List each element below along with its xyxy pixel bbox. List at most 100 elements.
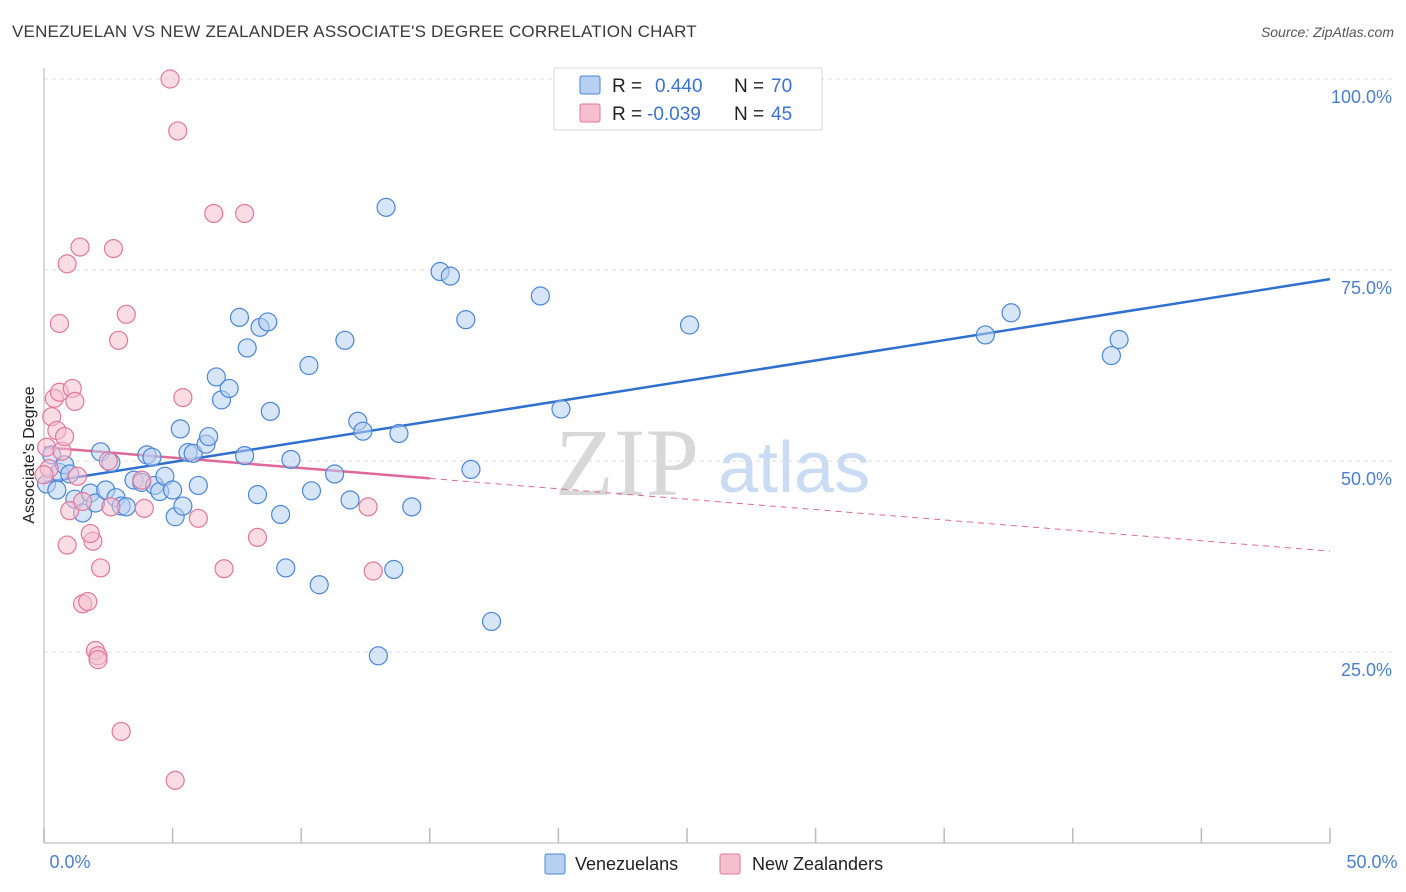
- venezuelans-point-52: [353, 421, 373, 441]
- new-zealanders-point-38: [235, 203, 255, 224]
- legend-r-label-1: R =: [612, 76, 642, 97]
- venezuelans-point-60: [456, 310, 476, 330]
- venezuelans-point-40: [258, 312, 278, 332]
- y-axis-title: Associate's Degree: [21, 386, 38, 523]
- new-zealanders-point-24: [101, 497, 121, 517]
- venezuelans-point-54: [376, 197, 396, 217]
- new-zealanders-point-44: [49, 313, 70, 334]
- new-zealanders-point-39: [247, 527, 268, 548]
- stats-legend: R = 0.440 N = 70 R = -0.039 N = 45: [553, 67, 823, 131]
- new-zealanders-point-35: [188, 508, 208, 528]
- x-tick-label-max: 50.0%: [1346, 852, 1397, 872]
- venezuelans-point-57: [402, 497, 422, 517]
- venezuelans-point-49: [335, 330, 355, 350]
- bottom-legend-swatch-new-zealanders: [719, 853, 741, 875]
- y-tick-label-75: 75.0%: [1341, 278, 1392, 298]
- bottom-legend-new-zealanders: New Zealanders: [752, 854, 883, 874]
- chart-title: VENEZUELAN VS NEW ZEALANDER ASSOCIATE'S …: [12, 22, 697, 41]
- new-zealanders-point-41: [363, 561, 383, 581]
- venezuelans-point-35: [229, 307, 250, 327]
- legend-n-value-1: 70: [771, 76, 792, 97]
- venezuelans-point-19: [142, 447, 162, 467]
- watermark-zip: ZIP: [555, 409, 699, 516]
- venezuelans-point-62: [481, 611, 502, 632]
- venezuelans-point-44: [281, 449, 301, 470]
- new-zealanders-point-42: [34, 465, 54, 485]
- legend-n-label-1: N =: [734, 76, 764, 97]
- venezuelans-point-66: [975, 325, 995, 345]
- series-legend: Venezuelans New Zealanders: [544, 853, 883, 875]
- new-zealanders-point-22: [90, 558, 111, 578]
- venezuelans-point-29: [188, 475, 208, 496]
- venezuelans-point-50: [340, 490, 360, 510]
- new-zealanders-point-32: [165, 770, 185, 790]
- new-zealanders-point-40: [358, 497, 378, 517]
- venezuelans-point-59: [440, 266, 460, 286]
- new-zealanders-point-31: [160, 69, 180, 89]
- new-zealanders-point-25: [103, 239, 124, 259]
- venezuelans-point-23: [163, 480, 183, 500]
- venezuelans-point-69: [1109, 329, 1129, 350]
- new-zealanders-point-7: [54, 426, 75, 447]
- venezuelans-point-2: [47, 480, 67, 500]
- y-tick-label-50: 50.0%: [1341, 469, 1392, 489]
- x-tick-label-min: 0.0%: [49, 852, 90, 872]
- new-zealanders-point-17: [78, 591, 98, 612]
- new-zealanders-point-9: [57, 254, 77, 274]
- venezuelans-point-55: [384, 559, 404, 580]
- new-zealanders-point-34: [173, 387, 193, 408]
- venezuelans-point-32: [206, 367, 226, 387]
- venezuelans-point-43: [276, 558, 296, 578]
- legend-r-value-1: 0.440: [655, 76, 703, 97]
- venezuelans-point-63: [530, 286, 550, 306]
- venezuelans-point-34: [219, 378, 239, 399]
- new-zealanders-point-43: [80, 523, 100, 544]
- trend-line-new-zealanders-dashed: [429, 477, 1331, 552]
- new-zealanders-point-33: [168, 121, 188, 141]
- legend-swatch-venezuelans: [579, 75, 601, 95]
- legend-n-label-2: N =: [734, 104, 764, 125]
- venezuelans-point-36: [235, 446, 255, 466]
- venezuelans-point-64: [551, 399, 571, 419]
- legend-n-value-2: 45: [771, 104, 792, 125]
- x-ticks: [43, 828, 1331, 843]
- new-zealanders-point-13: [67, 466, 88, 486]
- new-zealanders-point-15: [72, 491, 93, 512]
- venezuelans-point-26: [173, 496, 193, 516]
- trend-line-venezuelans: [43, 277, 1331, 484]
- venezuelans-point-68: [1101, 345, 1121, 366]
- venezuelans-point-31: [199, 426, 219, 447]
- new-zealanders-point-21: [88, 650, 108, 670]
- new-zealanders-point-28: [116, 304, 136, 324]
- venezuelans-point-65: [679, 315, 700, 335]
- new-zealanders-point-14: [70, 237, 90, 257]
- bottom-legend-swatch-venezuelans: [544, 853, 566, 875]
- venezuelans-point-45: [299, 355, 319, 376]
- new-zealanders-point-26: [108, 330, 129, 350]
- source-label: Source: ZipAtlas.com: [1260, 24, 1394, 40]
- venezuelans-point-53: [368, 646, 388, 666]
- new-zealanders-point-27: [111, 721, 131, 742]
- venezuelans-point-47: [309, 575, 329, 595]
- y-tick-label-100: 100.0%: [1331, 87, 1392, 107]
- gridlines: [44, 78, 1392, 653]
- new-zealanders-point-36: [204, 203, 224, 224]
- bottom-legend-venezuelans: Venezuelans: [575, 854, 678, 874]
- venezuelans-point-41: [260, 401, 280, 421]
- venezuelans-point-42: [271, 504, 291, 525]
- new-zealanders-point-37: [214, 559, 234, 579]
- y-tick-labels: 25.0% 50.0% 75.0% 100.0%: [1331, 87, 1392, 680]
- venezuelans-point-46: [301, 481, 322, 501]
- legend-r-label-2: R =: [612, 104, 642, 125]
- y-tick-label-25: 25.0%: [1341, 660, 1392, 680]
- legend-r-value-2: -0.039: [647, 104, 701, 125]
- new-zealanders-point-30: [134, 498, 154, 518]
- new-zealanders-point-12: [65, 391, 85, 412]
- venezuelans-point-48: [325, 464, 345, 484]
- venezuelans-point-37: [237, 338, 257, 358]
- new-zealanders-point-29: [132, 470, 152, 490]
- legend-swatch-new-zealanders: [579, 103, 601, 123]
- venezuelans-point-67: [1001, 303, 1021, 323]
- watermark-atlas: atlas: [718, 428, 870, 508]
- venezuelans-point-61: [461, 459, 481, 480]
